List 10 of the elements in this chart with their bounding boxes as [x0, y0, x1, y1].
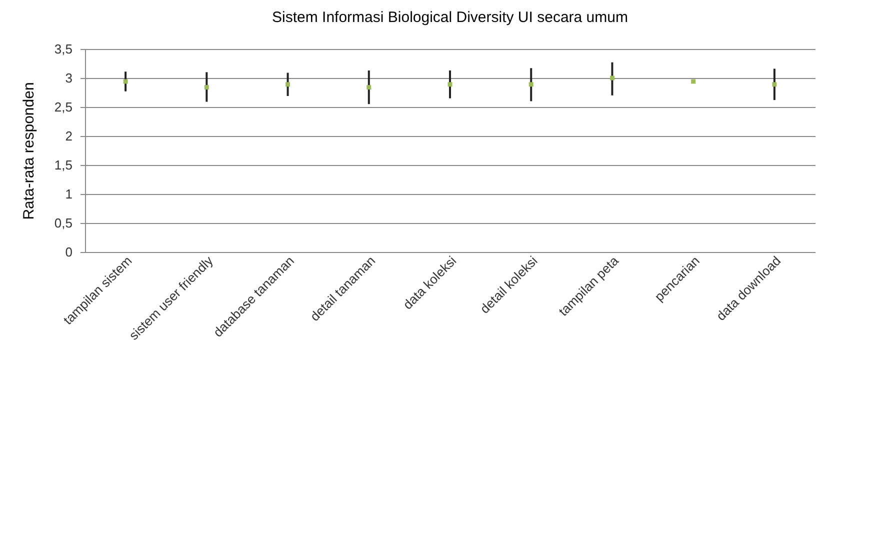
y-axis-title: Rata-rata responden: [20, 82, 38, 220]
chart-title: Sistem Informasi Biological Diversity UI secara umum: [272, 9, 628, 26]
y-tick-label: 2,5: [54, 100, 72, 114]
y-tick-label: 2: [65, 128, 72, 144]
y-tick-label: 0,5: [54, 216, 72, 230]
y-tick-label: 1: [65, 186, 72, 202]
y-tick-label: 0: [65, 244, 72, 260]
y-tick-label: 3,5: [54, 42, 72, 56]
y-tick-label: 3: [65, 70, 72, 86]
y-tick-label: 1,5: [54, 158, 72, 172]
